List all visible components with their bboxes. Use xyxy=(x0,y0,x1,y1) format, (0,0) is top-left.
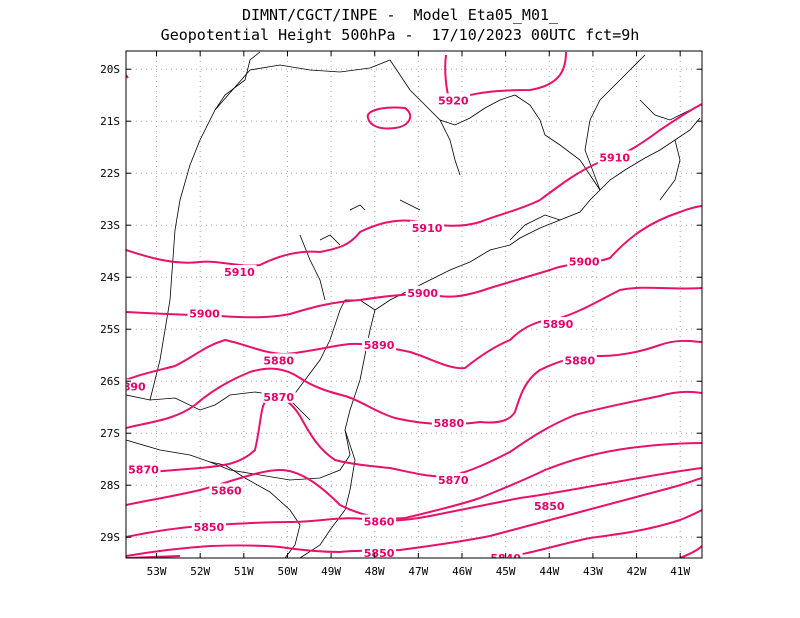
height-contours xyxy=(126,51,702,558)
plot-frame xyxy=(125,50,703,559)
contour-label: 5850 xyxy=(534,500,565,513)
contour-label: 5870 xyxy=(263,391,294,404)
contour-label: 5900 xyxy=(189,308,220,321)
lat-tick-label: 22S xyxy=(100,167,120,180)
contour-label-bg xyxy=(362,514,397,528)
contour-label-bg xyxy=(222,265,257,278)
map-title-line1: DIMNT/CGCT/INPE - Model Eta05_M01_ xyxy=(241,6,559,24)
contour-label-bg xyxy=(567,254,602,268)
contour-label-bg xyxy=(126,462,161,476)
lon-tick-label: 44W xyxy=(539,565,559,578)
lat-tick-label: 26S xyxy=(100,375,120,388)
lat-tick-label: 21S xyxy=(100,115,120,128)
contour-label-bg xyxy=(436,93,471,107)
contour-label-bg xyxy=(431,415,466,429)
contour-label-bg xyxy=(187,306,222,320)
lon-tick-label: 51W xyxy=(234,565,254,578)
lon-tick-label: 46W xyxy=(452,565,472,578)
lat-tick-label: 24S xyxy=(100,271,120,284)
contour-label: 5850 xyxy=(194,521,225,534)
contour-label: 5900 xyxy=(569,256,600,269)
contour-label: 5910 xyxy=(224,266,255,279)
contour-label-bg xyxy=(597,150,632,164)
lat-tick-label: 28S xyxy=(100,479,120,492)
contour-label-bg xyxy=(261,389,296,403)
contour-label: 5880 xyxy=(565,354,596,367)
contour-label: 5880 xyxy=(434,417,465,430)
axis-ticks: 20S 21S 22S 23S 24S 25S 26S 27S 28S 29S 53W 52W 51W 5… xyxy=(100,51,702,578)
lat-tick-label: 23S xyxy=(100,219,120,232)
contour-label-bg xyxy=(362,545,397,558)
lon-tick-label: 49W xyxy=(321,565,341,578)
contour-label-bg xyxy=(410,220,445,234)
contour-label: 5870 xyxy=(128,464,159,477)
lat-tick-label: 27S xyxy=(100,427,120,440)
contour-label-bg xyxy=(541,317,575,330)
contour-label: 5890 xyxy=(115,380,146,393)
contour-label: 5910 xyxy=(412,222,443,235)
lon-tick-label: 43W xyxy=(583,565,603,578)
contour-label: 5890 xyxy=(543,318,574,331)
lon-tick-label: 52W xyxy=(190,565,210,578)
contour-label: 5910 xyxy=(599,152,630,165)
lon-tick-label: 50W xyxy=(278,565,298,578)
contour-label: 5890 xyxy=(364,339,395,352)
contour-label: 5850 xyxy=(364,547,395,560)
lon-tick-label: 47W xyxy=(408,565,428,578)
lon-tick-label: 41W xyxy=(670,565,690,578)
lat-tick-label: 25S xyxy=(100,323,120,336)
contour-label-bg xyxy=(191,519,226,533)
contour-label: 5870 xyxy=(438,474,469,487)
contour-label-bg xyxy=(362,337,397,351)
contour-labels: 5920 5910 5910 5910 5900 5900 5900 5890 5890 5890… xyxy=(115,93,632,560)
contour-label-bg xyxy=(405,285,440,299)
contour-label: 5860 xyxy=(211,484,242,497)
contour-label-bg xyxy=(209,483,244,497)
lon-tick-label: 53W xyxy=(147,565,167,578)
contour-label: 5860 xyxy=(364,516,395,529)
coastline-and-borders xyxy=(126,51,701,558)
map-title-line2: Geopotential Height 500hPa - 17/10/2023 … xyxy=(160,26,640,44)
contour-label-bg xyxy=(436,473,471,486)
lon-tick-label: 42W xyxy=(627,565,647,578)
contour-label-bg xyxy=(532,499,567,512)
lat-tick-label: 29S xyxy=(100,531,120,544)
contour-label-bg xyxy=(126,379,148,393)
contour-label: 5880 xyxy=(263,354,294,367)
contour-label-bg xyxy=(562,353,597,367)
contour-label: 5920 xyxy=(438,94,469,107)
contour-label: 5900 xyxy=(407,287,438,300)
lat-tick-label: 20S xyxy=(100,63,120,76)
lon-tick-label: 48W xyxy=(365,565,385,578)
contour-label-bg xyxy=(261,353,296,367)
lon-tick-label: 45W xyxy=(496,565,516,578)
